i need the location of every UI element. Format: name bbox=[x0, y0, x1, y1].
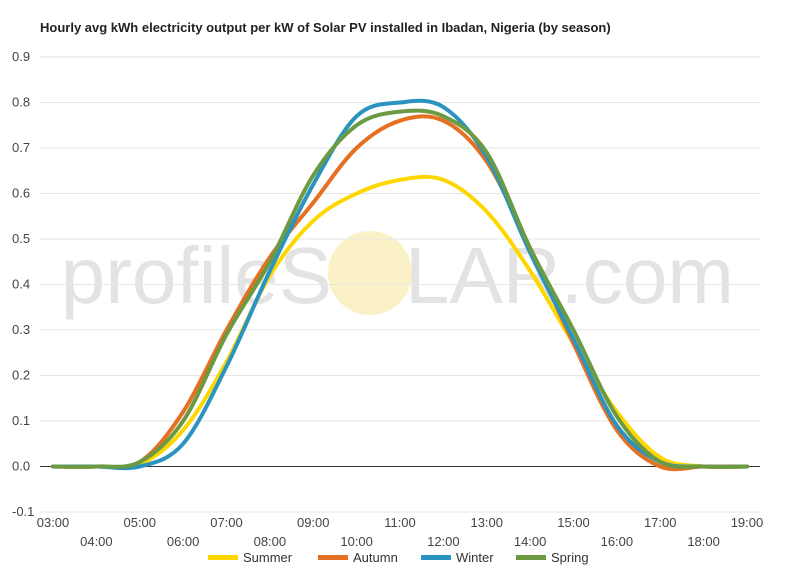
x-tick-label: 16:00 bbox=[601, 534, 634, 549]
legend-label-summer: Summer bbox=[243, 550, 293, 565]
series-line-autumn bbox=[51, 114, 749, 472]
series-lines bbox=[51, 98, 749, 472]
x-tick-label: 09:00 bbox=[297, 515, 330, 530]
y-tick-label: 0.5 bbox=[12, 231, 30, 246]
x-tick-label: 17:00 bbox=[644, 515, 677, 530]
y-tick-label: 0.4 bbox=[12, 277, 30, 292]
legend-label-winter: Winter bbox=[456, 550, 494, 565]
x-tick-label: 08:00 bbox=[254, 534, 287, 549]
x-tick-label: 04:00 bbox=[80, 534, 113, 549]
legend-swatch-autumn bbox=[318, 555, 348, 560]
y-tick-label: 0.6 bbox=[12, 186, 30, 201]
y-tick-label: 0.8 bbox=[12, 95, 30, 110]
x-tick-label: 12:00 bbox=[427, 534, 460, 549]
x-tick-label: 03:00 bbox=[37, 515, 70, 530]
x-tick-label: 11:00 bbox=[384, 515, 416, 530]
x-tick-label: 14:00 bbox=[514, 534, 547, 549]
legend-swatch-summer bbox=[208, 555, 238, 560]
series-line-summer bbox=[51, 174, 749, 470]
y-tick-label: 0.2 bbox=[12, 368, 30, 383]
y-tick-label: 0.9 bbox=[12, 49, 30, 64]
y-tick-label: 0.3 bbox=[12, 322, 30, 337]
watermark-text-left: profileS bbox=[61, 231, 332, 320]
watermark-sun-icon bbox=[328, 231, 412, 315]
x-tick-label: 13:00 bbox=[470, 515, 503, 530]
series-line-spring bbox=[51, 108, 749, 470]
x-tick-label: 07:00 bbox=[210, 515, 243, 530]
chart-title: Hourly avg kWh electricity output per kW… bbox=[40, 20, 611, 35]
legend-swatch-winter bbox=[421, 555, 451, 560]
legend-swatch-spring bbox=[516, 555, 546, 560]
y-tick-label: 0.7 bbox=[12, 140, 30, 155]
x-tick-label: 15:00 bbox=[557, 515, 590, 530]
watermark: profileS LAR.com bbox=[61, 231, 734, 320]
legend-label-autumn: Autumn bbox=[353, 550, 398, 565]
gridlines bbox=[40, 56, 760, 513]
watermark-text-right: LAR.com bbox=[405, 231, 734, 320]
x-tick-label: 10:00 bbox=[340, 534, 373, 549]
y-tick-label: 0.0 bbox=[12, 459, 30, 474]
x-tick-label: 06:00 bbox=[167, 534, 200, 549]
x-tick-label: 19:00 bbox=[731, 515, 764, 530]
series-line-winter bbox=[51, 98, 749, 471]
x-tick-label: 18:00 bbox=[687, 534, 720, 549]
legend: Summer Autumn Winter Spring bbox=[208, 550, 589, 565]
axes: -0.1 0.0 0.1 0.2 0.3 0.4 0.5 0.6 0.7 0.8 0.9 03:00 0… bbox=[12, 49, 763, 549]
y-tick-label: -0.1 bbox=[12, 504, 34, 519]
x-tick-label: 05:00 bbox=[123, 515, 156, 530]
legend-label-spring: Spring bbox=[551, 550, 589, 565]
y-tick-label: 0.1 bbox=[12, 413, 30, 428]
